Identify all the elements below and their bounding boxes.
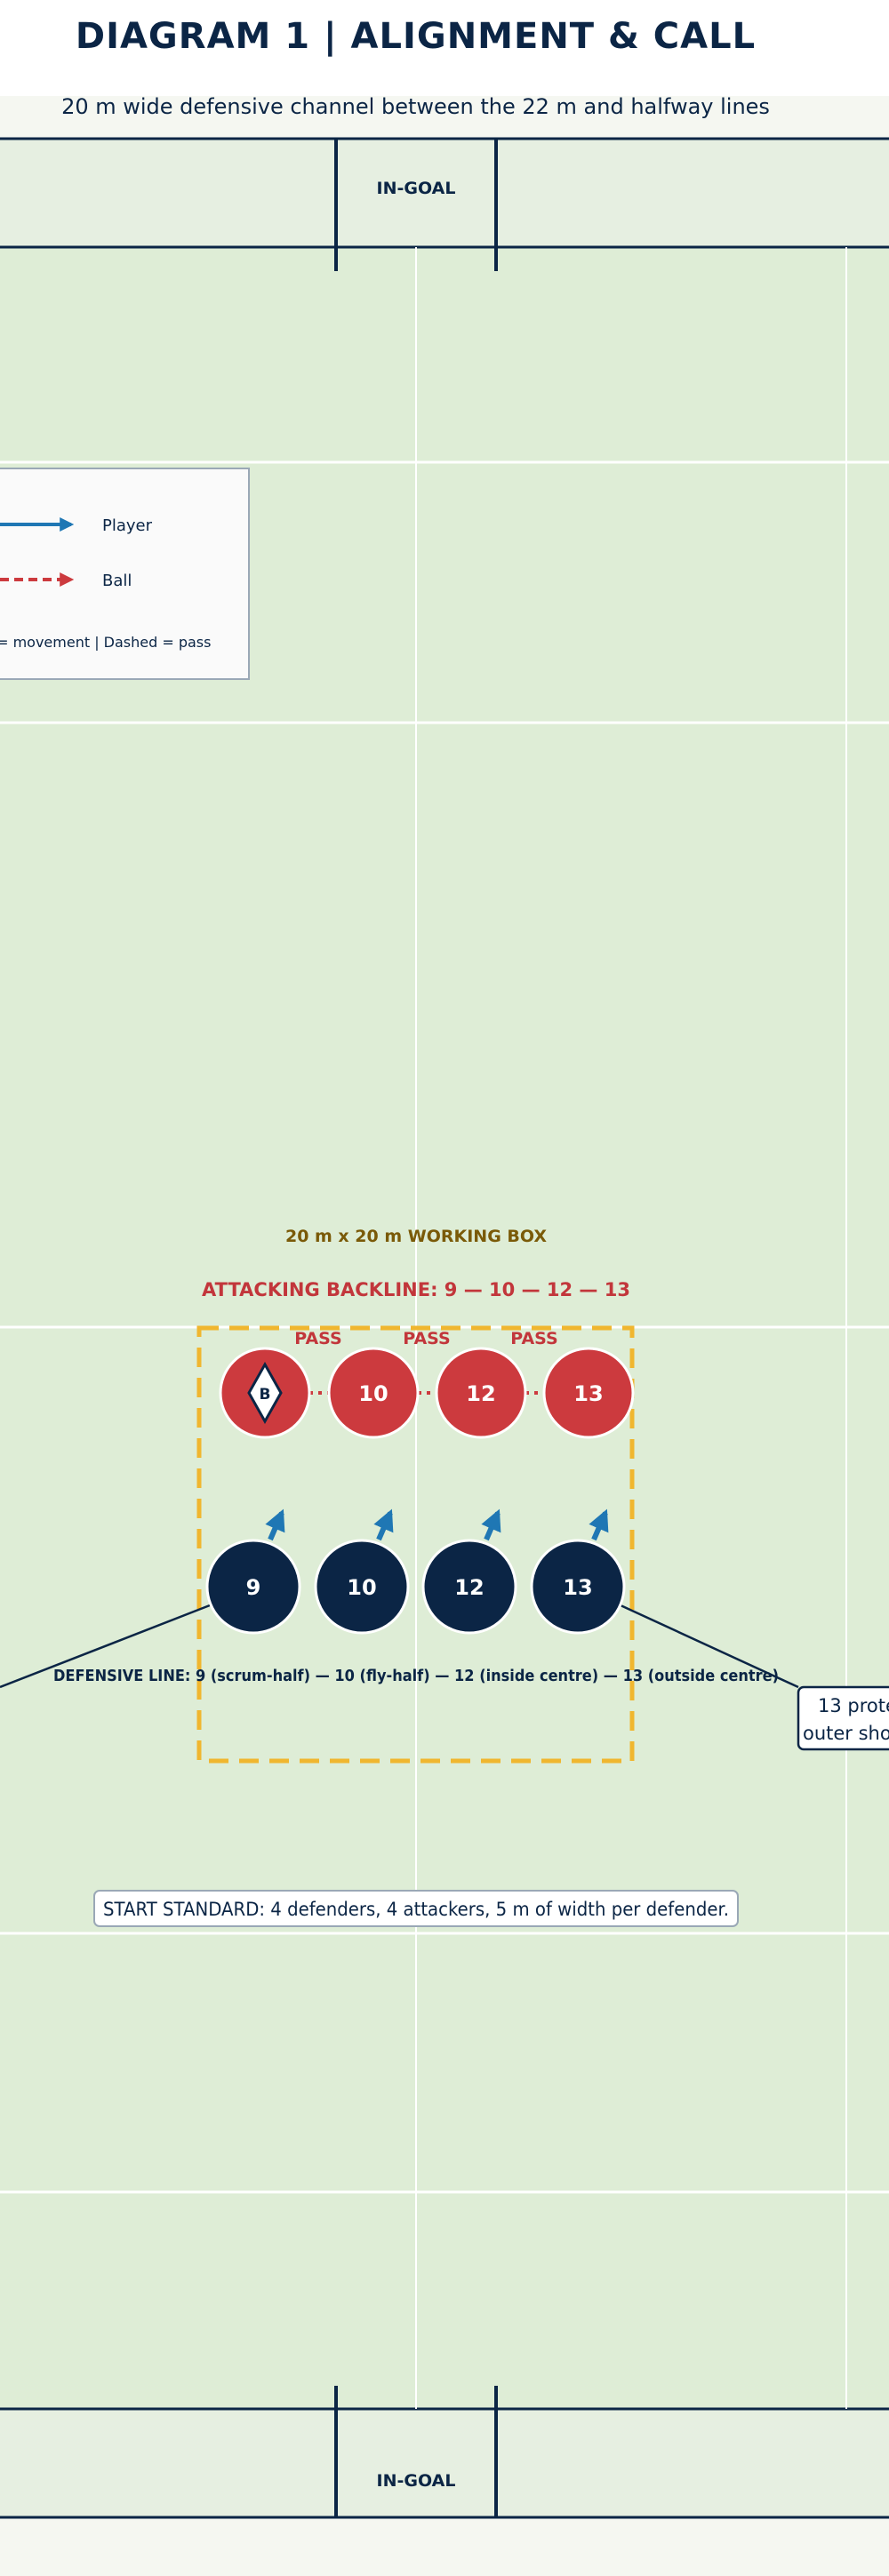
- attacking-player-12: 12: [435, 1347, 527, 1439]
- defender-10: 10: [314, 1539, 410, 1635]
- defender-number: 12: [454, 1575, 484, 1600]
- defender-12: 12: [421, 1539, 517, 1635]
- working-box-label: 20 m x 20 m WORKING BOX: [285, 1227, 547, 1246]
- field-markings: [0, 247, 889, 2409]
- diagram-subtitle: 20 m wide defensive channel between the …: [61, 94, 770, 119]
- attacking-backline-label: ATTACKING BACKLINE: 9 — 10 — 12 — 13: [202, 1279, 630, 1300]
- attacking-player-number: 13: [573, 1381, 603, 1406]
- attacking-player-9: B: [219, 1347, 311, 1439]
- defender-number: 13: [563, 1575, 592, 1600]
- movement-arrow-9: [265, 1508, 285, 1541]
- bottom-ingoal-label: IN-GOAL: [377, 2471, 456, 2491]
- movement-arrow-10: [373, 1508, 394, 1541]
- defender-number: 9: [246, 1575, 261, 1600]
- pass-label-3: PASS: [510, 1329, 557, 1348]
- right-callout-line1: 13 prote: [818, 1695, 889, 1716]
- right-callout-line2: outer sho: [803, 1723, 889, 1744]
- right-callout-connector: [620, 1604, 799, 1689]
- start-standard-callout: START STANDARD: 4 defenders, 4 attackers…: [93, 1890, 739, 1927]
- start-standard-box: [93, 1890, 739, 1927]
- defender-13: 13: [530, 1539, 626, 1635]
- bottom-margin: [0, 2517, 889, 2576]
- top-ingoal-area: [0, 139, 889, 247]
- bottom-ingoal-area: [0, 2409, 889, 2517]
- legend-player-label: Player: [102, 516, 153, 535]
- right-callout-box: [797, 1685, 889, 1751]
- ball-carrier-marker: B: [260, 1386, 271, 1404]
- attacking-player-number: 12: [466, 1381, 495, 1406]
- title-bar: [0, 0, 889, 96]
- diagram-title: DIAGRAM 1 | ALIGNMENT & CALL: [75, 16, 757, 57]
- defender-number: 10: [347, 1575, 376, 1600]
- legend-box: [0, 468, 250, 680]
- legend: Player Ball Solid = movement | Dashed = …: [0, 468, 250, 680]
- pass-label-2: PASS: [403, 1329, 450, 1348]
- working-box: [196, 1325, 635, 1764]
- top-ingoal-label: IN-GOAL: [377, 179, 456, 198]
- defender-9: 9: [205, 1539, 301, 1635]
- attacking-player-10: 10: [327, 1347, 420, 1439]
- movement-arrow-13: [589, 1508, 609, 1541]
- movement-arrow-12: [481, 1508, 501, 1541]
- left-callout-connector: [0, 1604, 211, 1689]
- defensive-line-label: DEFENSIVE LINE: 9 (scrum-half) — 10 (fly…: [53, 1667, 779, 1685]
- attacking-player-13: 13: [542, 1347, 635, 1439]
- legend-note: Solid = movement | Dashed = pass: [0, 634, 211, 651]
- top-goal-posts: [334, 139, 498, 271]
- attacking-player-number: 10: [358, 1381, 388, 1406]
- legend-ball-label: Ball: [102, 572, 132, 590]
- start-standard-text: START STANDARD: 4 defenders, 4 attackers…: [103, 1899, 729, 1920]
- right-callout: 13 prote outer sho: [797, 1685, 889, 1751]
- ball-carrier-diamond-icon: [247, 1361, 283, 1425]
- bottom-goal-posts: [334, 2386, 498, 2517]
- subtitle-band: [0, 96, 889, 139]
- defender-movement-arrows: [265, 1508, 609, 1541]
- legend-note-clip: Solid = movement | Dashed = pass: [0, 634, 211, 651]
- pass-label-1: PASS: [294, 1329, 341, 1348]
